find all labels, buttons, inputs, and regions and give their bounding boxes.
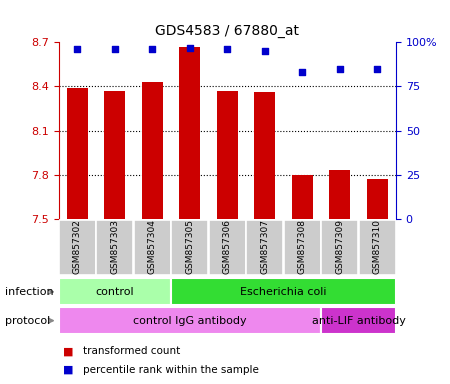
Text: Escherichia coli: Escherichia coli [240,287,327,297]
Bar [321,220,358,275]
Bar [284,220,321,275]
Text: control IgG antibody: control IgG antibody [133,316,247,326]
Bar [171,278,396,305]
Text: protocol: protocol [4,316,50,326]
Bar [58,278,171,305]
Bar [134,220,171,275]
Point [148,46,156,52]
Text: GSM857306: GSM857306 [223,219,232,274]
Bar [359,220,396,275]
Text: GSM857302: GSM857302 [73,219,82,274]
Bar [180,46,200,219]
Bar [142,82,162,219]
Bar [171,220,208,275]
Bar [67,88,88,219]
Bar [292,175,313,219]
Point [186,45,194,51]
Bar [58,307,321,334]
Bar [209,220,246,275]
Bar [96,220,133,275]
Text: transformed count: transformed count [83,346,180,356]
Point [74,46,81,52]
Text: GSM857303: GSM857303 [110,219,119,274]
Point [224,46,231,52]
Text: GSM857310: GSM857310 [373,219,382,274]
Bar [217,91,238,219]
Point [111,46,118,52]
Text: control: control [95,287,134,297]
Text: ■: ■ [63,346,73,356]
Point [299,69,306,75]
Text: infection: infection [4,287,53,297]
Text: GSM857309: GSM857309 [335,219,344,274]
Text: percentile rank within the sample: percentile rank within the sample [83,365,259,375]
Text: anti-LIF antibody: anti-LIF antibody [311,316,405,326]
Bar [254,92,275,219]
Point [261,48,268,54]
Bar [104,91,125,219]
Text: GSM857308: GSM857308 [298,219,307,274]
Text: GSM857304: GSM857304 [148,219,157,274]
Point [374,66,381,72]
Bar [246,220,284,275]
Text: ■: ■ [63,365,73,375]
Bar [321,307,396,334]
Text: GSM857305: GSM857305 [185,219,194,274]
Bar [329,170,350,219]
Text: GSM857307: GSM857307 [260,219,269,274]
Bar [58,220,96,275]
Title: GDS4583 / 67880_at: GDS4583 / 67880_at [155,25,299,38]
Bar [367,179,387,219]
Point [336,66,343,72]
